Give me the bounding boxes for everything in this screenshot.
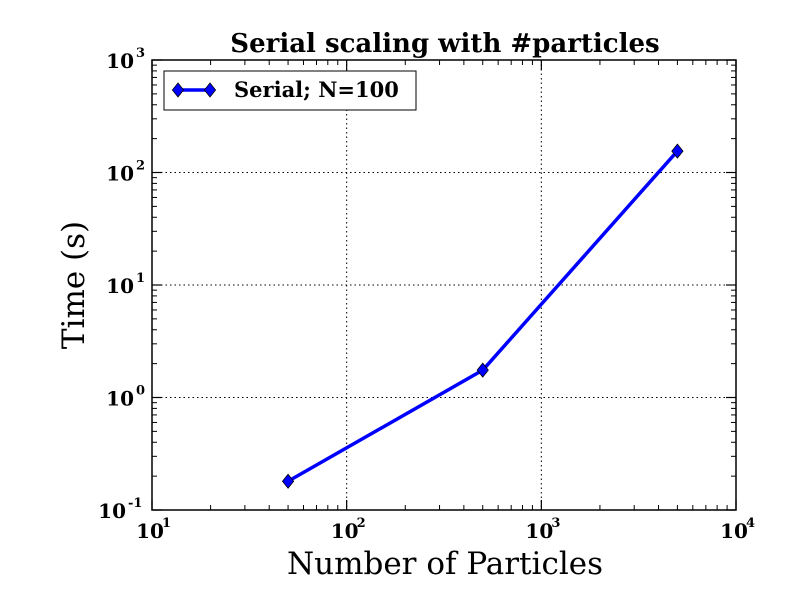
legend: Serial; N=100 [163,70,417,111]
data-point-marker [281,473,295,489]
y-tick-exponent: -1 [128,496,142,511]
y-tick-label: 10 [106,274,134,298]
x-tick-label: 10 [331,519,359,543]
x-tick-label: 10 [136,519,164,543]
y-tick-label: 10 [106,387,134,411]
y-tick-label: 10 [106,162,134,186]
x-tick-label: 10 [525,519,553,543]
x-tick-exponent: 4 [746,516,755,531]
x-tick-label: 10 [720,519,748,543]
x-axis-label: Number of Particles [287,546,603,582]
series-layer [281,143,684,489]
x-tick-exponent: 2 [357,516,366,531]
y-tick-label: 10 [106,49,134,73]
y-tick-exponent: 0 [136,384,145,399]
plot-frame [151,59,737,511]
data-point-marker [671,143,684,159]
x-tick-exponent: 3 [551,516,560,531]
legend-marker [171,82,185,98]
y-tick-exponent: 2 [136,159,145,174]
x-tick-exponent: 1 [162,516,171,531]
legend-marker [203,82,217,98]
y-axis-label: Time (s) [56,221,92,349]
data-point-marker [476,362,489,378]
y-tick-exponent: 3 [136,46,145,61]
chart-title: Serial scaling with #particles [230,29,659,59]
y-tick-label: 10 [98,499,126,523]
y-tick-exponent: 1 [136,271,145,286]
grid-lines [152,60,736,510]
legend-label-serial: Serial; N=100 [234,77,399,102]
